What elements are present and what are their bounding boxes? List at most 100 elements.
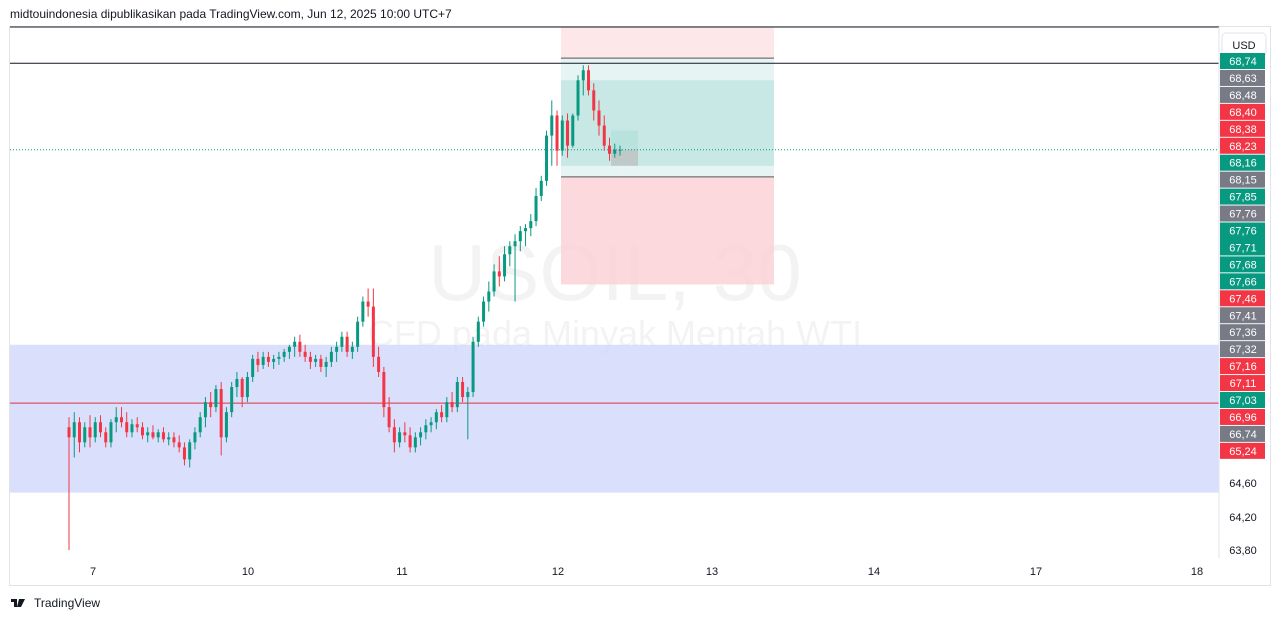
price-label-badge: [1220, 307, 1265, 324]
candle-body: [282, 351, 286, 357]
candle-body: [245, 376, 249, 398]
candle-body: [114, 417, 118, 423]
price-label: 67,41: [1229, 310, 1257, 322]
price-label: 66,96: [1229, 412, 1257, 424]
price-label-badge: [1220, 341, 1265, 358]
price-label: 67,11: [1230, 378, 1257, 390]
position-stop-zone-bottom: [561, 176, 774, 285]
candle-body: [308, 356, 312, 362]
position-stop-zone-top: [561, 27, 774, 59]
price-label-badge: [1220, 239, 1265, 256]
candle-body: [319, 358, 323, 367]
support-zone: [10, 344, 1219, 493]
candle-body: [198, 417, 202, 433]
y-tick-label: 63,80: [1229, 545, 1257, 557]
candle-body: [335, 346, 339, 352]
mini-stop-box: [611, 149, 638, 166]
price-label: 68,40: [1229, 107, 1257, 119]
candle-body: [602, 125, 606, 146]
candle-body: [518, 231, 522, 242]
price-label-badge: [1220, 375, 1265, 392]
candle-body: [167, 437, 171, 440]
price-label: 67,68: [1229, 259, 1257, 271]
candle-body: [592, 90, 596, 111]
candle-body: [156, 432, 160, 438]
candle-body: [476, 321, 480, 342]
candle-body: [161, 432, 165, 440]
mini-target-box: [611, 130, 638, 150]
candle-body: [508, 246, 512, 255]
candle-body: [119, 417, 123, 423]
candle-body: [224, 412, 228, 438]
candle-body: [93, 422, 97, 438]
price-label: 68,63: [1229, 73, 1257, 85]
price-label: 67,32: [1229, 344, 1257, 356]
candle-body: [83, 427, 87, 443]
candle-body: [293, 341, 297, 347]
candle-body: [146, 432, 150, 436]
candle-body: [555, 115, 559, 151]
price-label-badge: [1220, 205, 1265, 222]
candle-body: [151, 432, 155, 438]
price-label-badge: [1220, 120, 1265, 137]
price-label-badge: [1220, 137, 1265, 154]
candle-body: [350, 346, 354, 352]
candle-body: [371, 306, 375, 357]
candle-body: [424, 425, 428, 433]
candle-body: [492, 271, 496, 292]
candle-body: [188, 442, 192, 460]
price-label-badge: [1220, 408, 1265, 425]
candle-body: [240, 378, 244, 398]
candle-body: [434, 412, 438, 423]
candle-body: [266, 356, 270, 362]
candle-body: [466, 392, 470, 398]
candle-body: [77, 422, 81, 443]
currency-label: USD: [1232, 40, 1255, 52]
price-label-badge: [1220, 392, 1265, 408]
price-label: 67,03: [1229, 395, 1257, 407]
candle-body: [461, 382, 465, 398]
candle-body: [392, 427, 396, 443]
price-label-badge: [1220, 103, 1265, 120]
y-tick-label: 64,60: [1229, 478, 1257, 490]
x-tick-label: 17: [1030, 566, 1042, 578]
candle-body: [203, 402, 207, 418]
tradingview-footer[interactable]: TradingView: [10, 596, 100, 610]
price-label-badge: [1220, 53, 1265, 69]
candle-body: [587, 70, 591, 91]
candle-body: [256, 358, 260, 365]
candle-body: [272, 358, 276, 362]
candle-body: [356, 321, 360, 347]
candle-body: [566, 120, 570, 146]
price-label-badge: [1220, 86, 1265, 103]
candle-body: [382, 371, 386, 408]
candle-body: [413, 437, 417, 448]
candle-body: [597, 110, 601, 126]
candle-body: [209, 402, 213, 408]
candle-body: [445, 402, 449, 418]
candle-body: [214, 389, 218, 408]
candle-body: [503, 254, 507, 277]
candle-body: [67, 427, 71, 438]
candle-body: [545, 135, 549, 181]
price-label: 67,36: [1229, 327, 1257, 339]
price-label-badge: [1220, 256, 1265, 273]
candlestick-chart[interactable]: USOIL, 30CFD pada Minyak Mentah WTIUSD68…: [0, 0, 1281, 590]
price-label: 68,48: [1229, 90, 1257, 102]
candle-body: [613, 149, 617, 154]
x-tick-label: 11: [396, 566, 407, 578]
price-label: 66,74: [1229, 429, 1257, 441]
candle-body: [471, 341, 475, 393]
candle-body: [298, 341, 302, 352]
candle-body: [403, 432, 407, 436]
price-label: 67,76: [1229, 209, 1257, 221]
candle-body: [261, 356, 265, 365]
price-label: 67,71: [1229, 242, 1257, 254]
footer-brand: TradingView: [34, 596, 101, 610]
candle-body: [88, 427, 92, 438]
candle-body: [419, 432, 423, 438]
candle-body: [618, 149, 622, 151]
candle-body: [324, 361, 328, 367]
candle-body: [193, 432, 197, 443]
candle-body: [140, 427, 144, 436]
